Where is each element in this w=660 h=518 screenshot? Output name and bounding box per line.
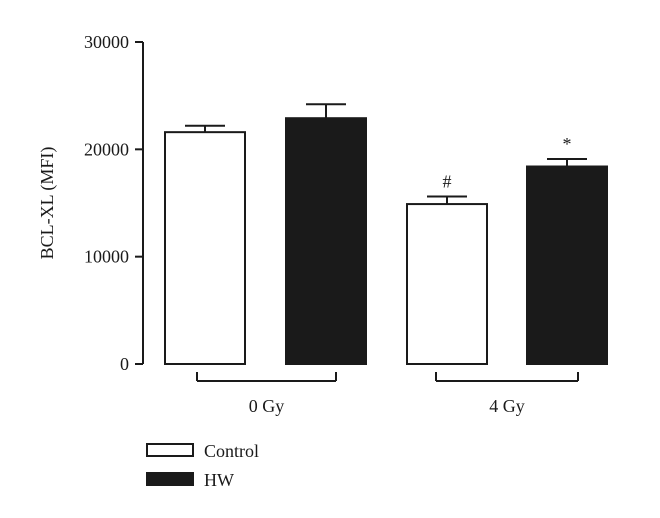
bar-hw-0gy <box>285 117 367 365</box>
y-tick-label: 30000 <box>84 32 129 52</box>
bar-control-4gy <box>406 203 488 365</box>
legend-label-hw: HW <box>204 470 234 490</box>
bar-control-0gy <box>164 131 246 365</box>
significance-marker: # <box>443 172 452 192</box>
bars-group: #* <box>164 103 608 365</box>
y-tick-label: 0 <box>120 354 129 374</box>
significance-marker: * <box>563 134 572 154</box>
legend: Control HW <box>146 441 259 490</box>
y-tick-label: 10000 <box>84 247 129 267</box>
bar-hw-4gy <box>526 165 608 365</box>
y-axis-ticks: 0 10000 20000 30000 <box>84 32 143 374</box>
legend-label-control: Control <box>204 441 259 461</box>
legend-swatch-hw <box>146 472 194 486</box>
y-axis-label: BCL-XL (MFI) <box>37 147 58 260</box>
group-label: 0 Gy <box>249 396 285 416</box>
x-group-labels: 0 Gy 4 Gy <box>196 372 579 416</box>
legend-swatch-control <box>146 443 194 457</box>
group-label: 4 Gy <box>489 396 525 416</box>
y-tick-label: 20000 <box>84 139 129 159</box>
